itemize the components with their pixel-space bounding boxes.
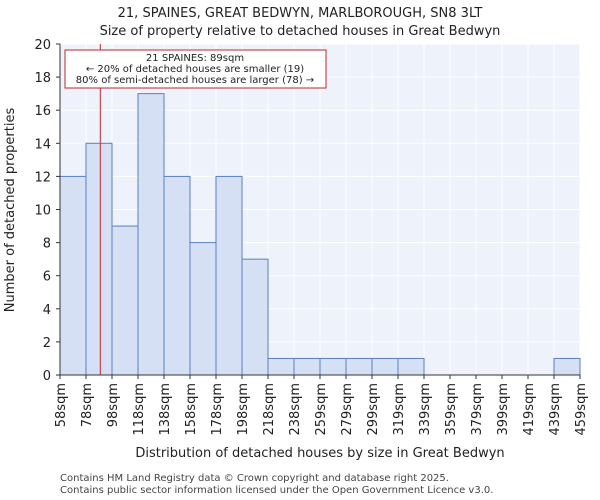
x-tick-78sqm: 78sqm <box>80 383 95 427</box>
y-tick-labels: 0 2 4 6 8 10 12 14 16 18 20 <box>34 38 60 384</box>
annotation-larger: 80% of semi-detached houses are larger (… <box>76 75 314 86</box>
bars <box>59 93 581 376</box>
x-tick-labels: 58sqm 78sqm 98sqm 118sqm 138sqm 158sqm 178sqm 1… <box>54 375 589 436</box>
bar-118sqm <box>137 93 165 376</box>
y-tick-14: 14 <box>34 137 51 152</box>
x-tick-158sqm: 158sqm <box>184 383 199 436</box>
x-tick-138sqm: 138sqm <box>158 383 173 436</box>
x-tick-98sqm: 98sqm <box>106 383 121 427</box>
x-tick-419sqm: 419sqm <box>522 383 537 436</box>
x-tick-399sqm: 399sqm <box>496 383 511 436</box>
x-tick-58sqm: 58sqm <box>54 383 69 427</box>
y-tick-2: 2 <box>43 336 51 351</box>
x-tick-319sqm: 319sqm <box>392 383 407 436</box>
x-tick-198sqm: 198sqm <box>236 383 251 436</box>
bar-218sqm <box>267 357 295 376</box>
bar-238sqm <box>293 357 321 376</box>
annotation-title: 21 SPAINES: 89sqm <box>146 53 244 64</box>
x-tick-178sqm: 178sqm <box>210 383 225 436</box>
annotation-smaller: ← 20% of detached houses are smaller (19… <box>86 64 304 75</box>
bar-98sqm <box>111 225 139 376</box>
bar-259sqm <box>319 357 347 376</box>
x-tick-379sqm: 379sqm <box>470 383 485 436</box>
x-tick-459sqm: 459sqm <box>574 383 589 436</box>
footer-line-2: Contains public sector information licen… <box>60 485 493 496</box>
bar-58sqm <box>59 175 87 376</box>
x-tick-218sqm: 218sqm <box>262 383 277 436</box>
bar-439sqm <box>553 357 581 376</box>
chart-subtitle: Size of property relative to detached ho… <box>100 24 501 39</box>
bar-78sqm <box>85 142 113 376</box>
x-tick-238sqm: 238sqm <box>288 383 303 436</box>
x-tick-279sqm: 279sqm <box>340 383 355 436</box>
annotation-box: 21 SPAINES: 89sqm ← 20% of detached hous… <box>64 49 327 89</box>
x-tick-299sqm: 299sqm <box>366 383 381 436</box>
bar-198sqm <box>241 258 269 376</box>
bar-319sqm <box>397 357 425 376</box>
y-tick-8: 8 <box>43 237 51 252</box>
x-tick-359sqm: 359sqm <box>444 383 459 436</box>
bar-178sqm <box>215 175 243 376</box>
y-tick-4: 4 <box>43 303 51 318</box>
y-tick-10: 10 <box>34 204 51 219</box>
x-tick-259sqm: 259sqm <box>314 383 329 436</box>
y-tick-16: 16 <box>34 104 51 119</box>
x-axis-label: Distribution of detached houses by size … <box>135 446 504 461</box>
x-tick-339sqm: 339sqm <box>418 383 433 436</box>
y-tick-12: 12 <box>34 170 51 185</box>
bar-138sqm <box>163 175 191 376</box>
annotation-frame <box>64 49 327 89</box>
x-tick-118sqm: 118sqm <box>132 383 147 436</box>
x-tick-439sqm: 439sqm <box>548 383 563 436</box>
bar-158sqm <box>189 242 217 376</box>
y-tick-20: 20 <box>34 38 51 53</box>
y-tick-18: 18 <box>34 71 51 86</box>
bar-299sqm <box>371 357 399 376</box>
chart-title: 21, SPAINES, GREAT BEDWYN, MARLBOROUGH, … <box>118 6 483 21</box>
bar-279sqm <box>345 357 373 376</box>
y-axis-label: Number of detached properties <box>3 108 18 313</box>
footer-line-1: Contains HM Land Registry data © Crown c… <box>60 473 449 484</box>
y-tick-0: 0 <box>43 369 51 384</box>
y-tick-6: 6 <box>43 270 51 285</box>
